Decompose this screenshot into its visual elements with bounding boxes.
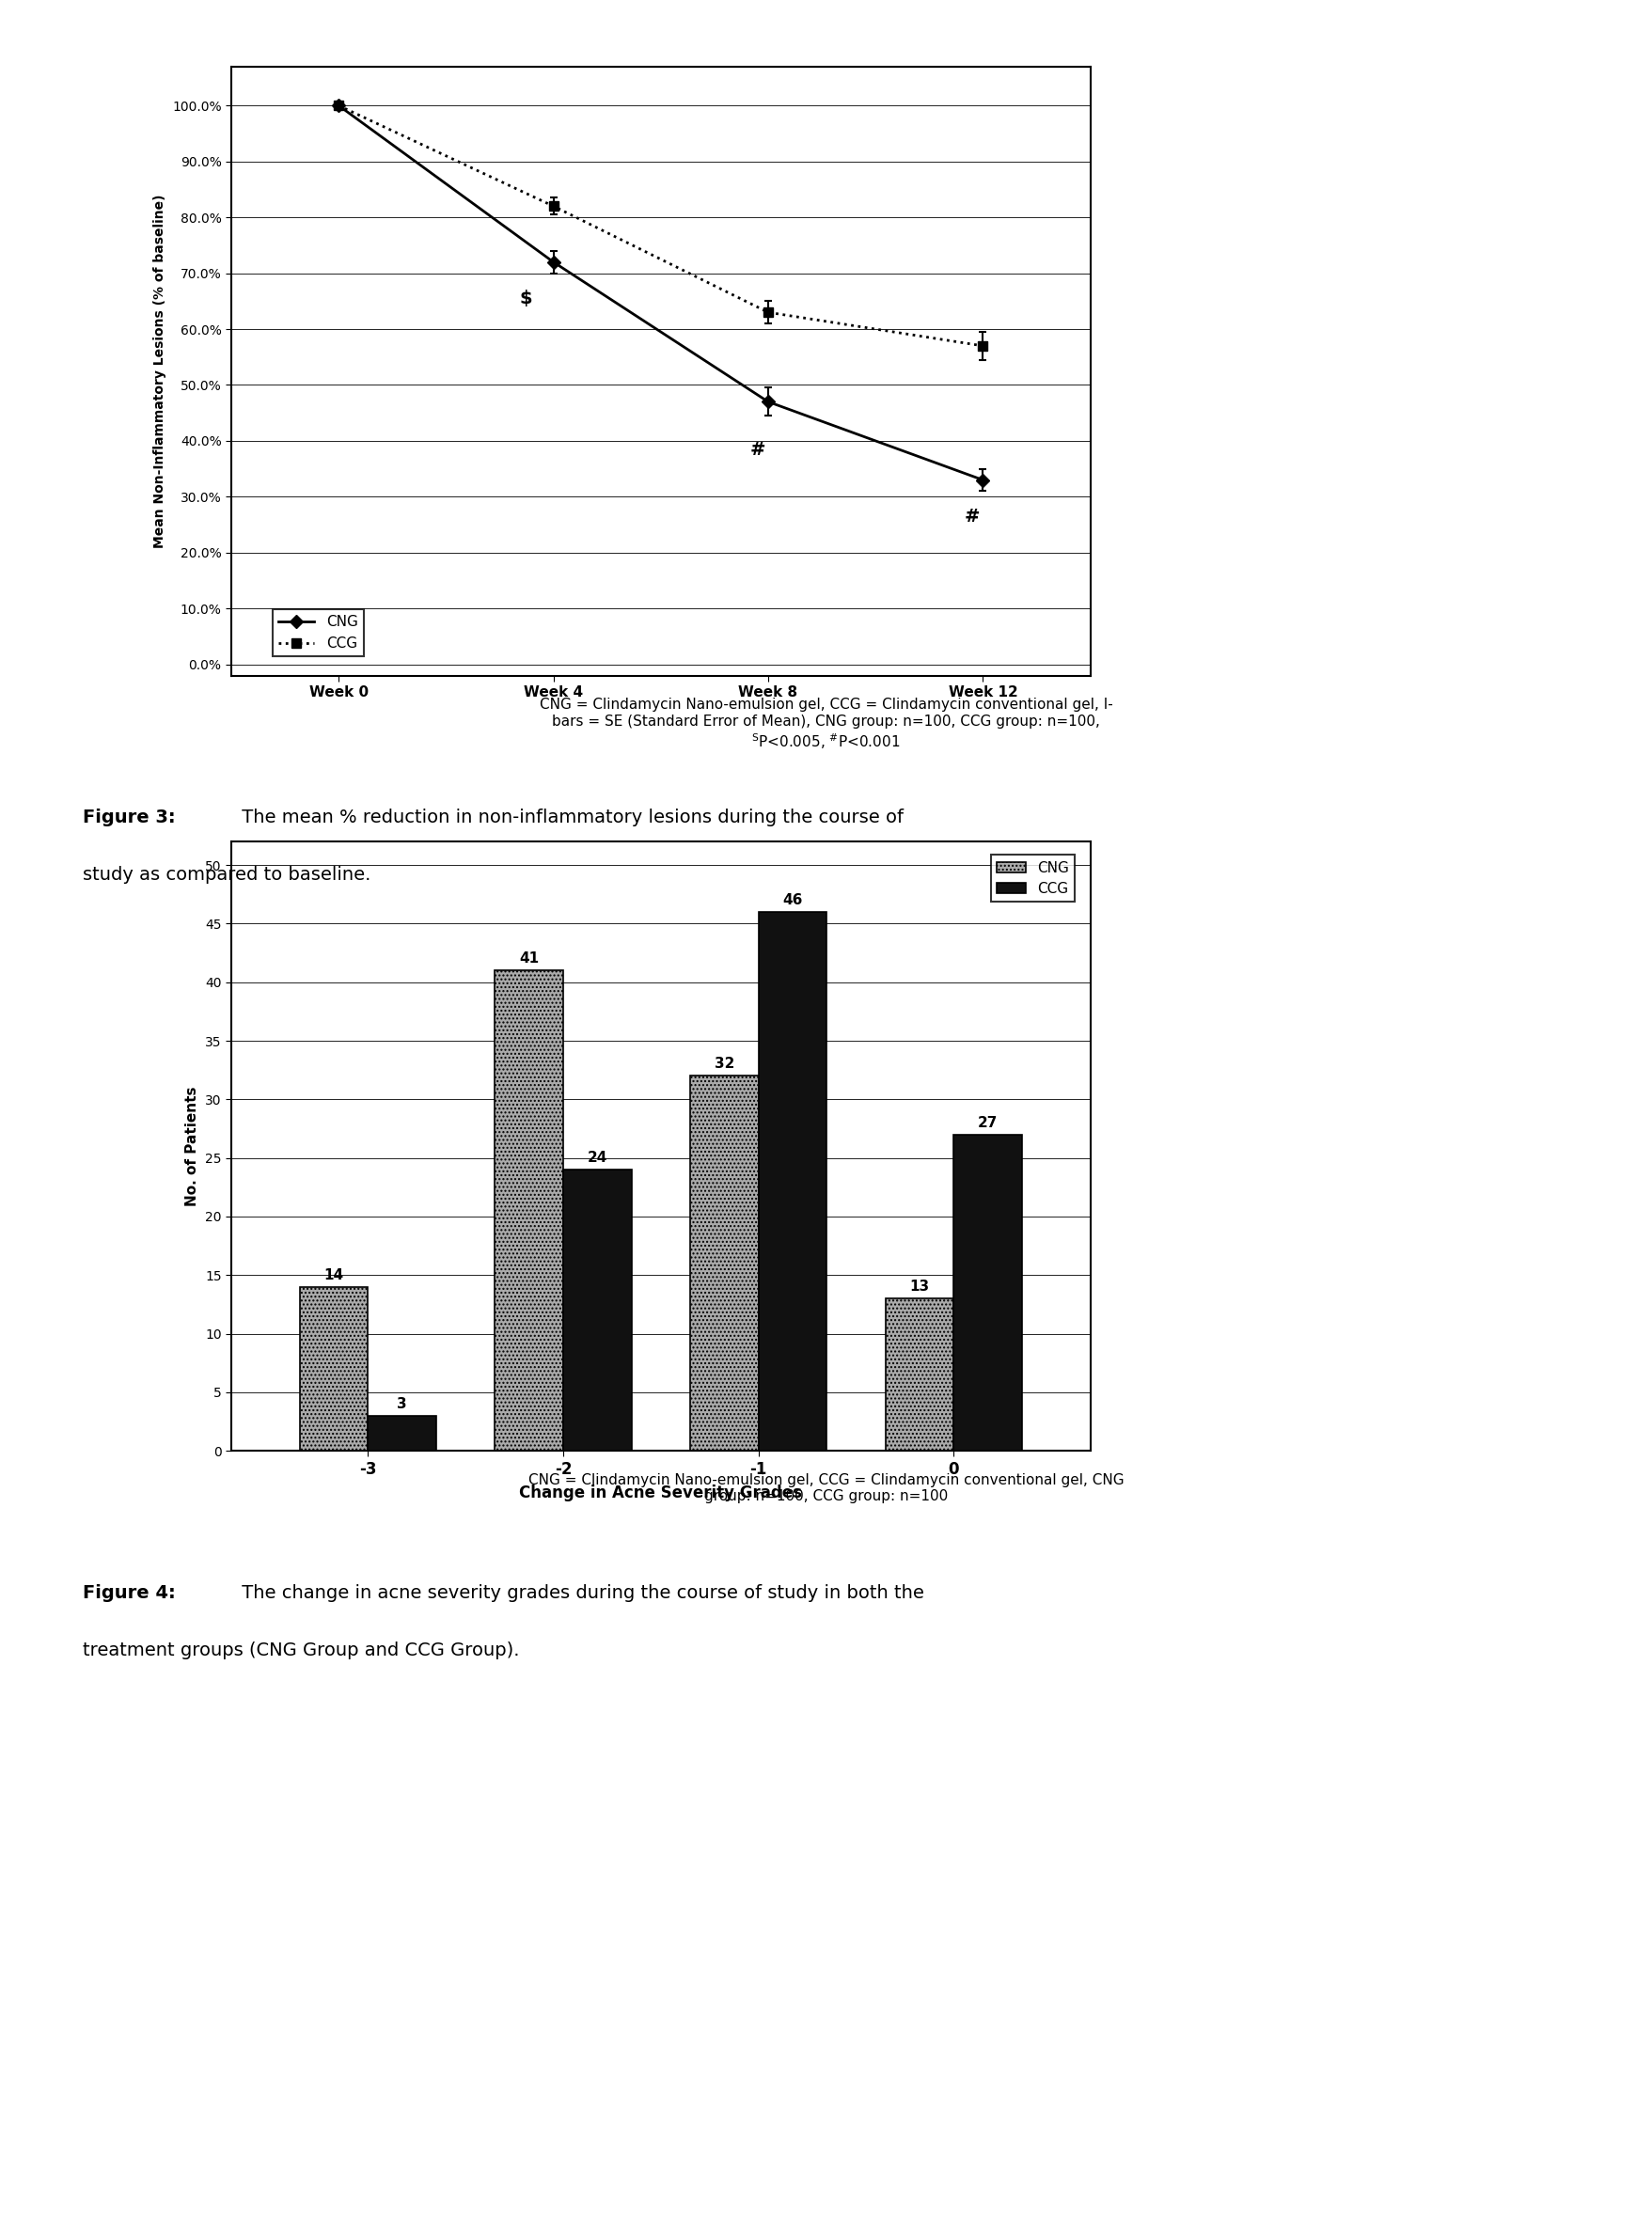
Text: The change in acne severity grades during the course of study in both the: The change in acne severity grades durin… [236, 1584, 925, 1601]
Text: Figure 4:: Figure 4: [83, 1584, 175, 1601]
Text: CNG = Clindamycin Nano-emulsion gel, CCG = Clindamycin conventional gel, I-
bars: CNG = Clindamycin Nano-emulsion gel, CCG… [539, 698, 1113, 751]
Text: 24: 24 [588, 1152, 608, 1165]
Y-axis label: No. of Patients: No. of Patients [185, 1085, 200, 1207]
Text: 14: 14 [324, 1267, 344, 1282]
Bar [368, 1415, 436, 1451]
Legend: CNG, CCG: CNG, CCG [273, 609, 363, 656]
Text: 13: 13 [910, 1280, 930, 1294]
Bar [758, 913, 826, 1451]
Legend: CNG, CCG: CNG, CCG [991, 855, 1074, 902]
Bar [299, 1287, 368, 1451]
Text: CNG = Clindamycin Nano-emulsion gel, CCG = Clindamycin conventional gel, CNG
gro: CNG = Clindamycin Nano-emulsion gel, CCG… [529, 1473, 1123, 1504]
Text: 41: 41 [519, 952, 539, 966]
Text: treatment groups (CNG Group and CCG Group).: treatment groups (CNG Group and CCG Grou… [83, 1641, 519, 1659]
Text: The mean % reduction in non-inflammatory lesions during the course of: The mean % reduction in non-inflammatory… [236, 808, 904, 826]
Text: study as compared to baseline.: study as compared to baseline. [83, 866, 370, 884]
Text: 3: 3 [396, 1398, 406, 1411]
Text: $: $ [519, 290, 532, 308]
Bar [885, 1298, 953, 1451]
Bar [691, 1076, 758, 1451]
Text: #: # [750, 441, 765, 459]
X-axis label: Change in Acne Severity Grades: Change in Acne Severity Grades [519, 1484, 803, 1502]
Text: #: # [965, 507, 980, 525]
Bar [563, 1170, 631, 1451]
Bar [496, 970, 563, 1451]
Text: 46: 46 [783, 893, 803, 908]
Y-axis label: Mean Non-Inflammatory Lesions (% of baseline): Mean Non-Inflammatory Lesions (% of base… [154, 195, 167, 547]
Text: 32: 32 [714, 1057, 733, 1072]
Text: 27: 27 [978, 1116, 998, 1130]
Text: Figure 3:: Figure 3: [83, 808, 175, 826]
Bar [953, 1134, 1023, 1451]
